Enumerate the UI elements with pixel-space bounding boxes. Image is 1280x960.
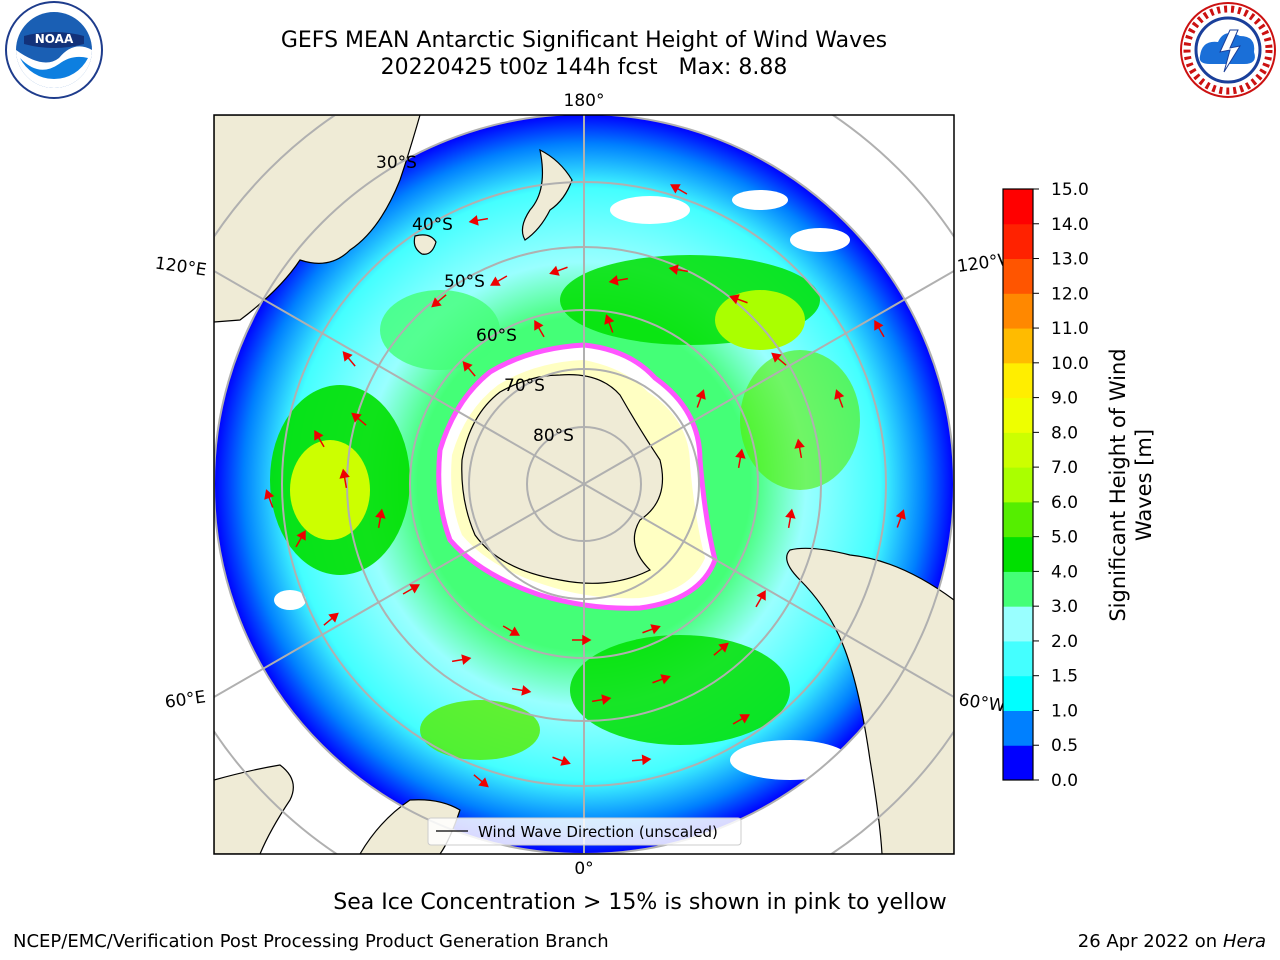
national-weather-service-logo [1178, 0, 1278, 104]
colorbar-swatch [1003, 328, 1033, 364]
chart-title: GEFS MEAN Antarctic Significant Height o… [184, 27, 984, 81]
colorbar-tick-label: 8.0 [1051, 423, 1078, 443]
colorbar-tick-label: 14.0 [1051, 215, 1089, 235]
colorbar-tick-label: 11.0 [1051, 319, 1089, 339]
colorbar-swatch [1003, 258, 1033, 294]
lat-label-60s: 60°S [476, 326, 517, 346]
colorbar-swatch [1003, 223, 1033, 260]
map-legend-label: Wind Wave Direction (unscaled) [478, 823, 718, 841]
lon-label-0: 0° [574, 859, 593, 879]
lon-label-120e: 120°E [154, 254, 208, 281]
noaa-logo: NOAA [4, 0, 104, 104]
lon-label-60e: 60°E [164, 687, 207, 712]
lat-label-70s: 70°S [504, 376, 545, 396]
colorbar-swatch [1003, 606, 1033, 642]
colorbar-tick-label: 9.0 [1051, 389, 1078, 409]
colorbar-tick-label: 13.0 [1051, 250, 1089, 270]
colorbar-swatch [1003, 362, 1033, 399]
colorbar-tick-label: 0.0 [1051, 771, 1078, 791]
colorbar-tick-label: 0.5 [1051, 736, 1078, 756]
colorbar-tick-label: 3.0 [1051, 597, 1078, 617]
colorbar-swatch [1003, 675, 1033, 711]
lat-label-30s: 30°S [376, 153, 417, 173]
graticule [214, 115, 954, 854]
colorbar-swatches [1003, 189, 1033, 781]
lon-label-180: 180° [564, 91, 605, 111]
lon-label-60w: 60°W [957, 690, 1006, 716]
colorbar-swatch [1003, 397, 1033, 433]
colorbar-tick-label: 7.0 [1051, 458, 1078, 478]
colorbar-tick-label: 6.0 [1051, 493, 1078, 513]
colorbar-frame [1002, 188, 1034, 781]
colorbar-label-line-1: Significant Height of Wind [1106, 348, 1130, 621]
lat-label-50s: 50°S [444, 272, 485, 292]
title-line-1: GEFS MEAN Antarctic Significant Height o… [280, 28, 888, 53]
colorbar-swatch [1003, 640, 1033, 677]
lat-label-40s: 40°S [412, 215, 453, 235]
colorbar-tick-label: 2.0 [1051, 632, 1078, 652]
antarctica [436, 342, 718, 611]
colorbar-swatch [1003, 467, 1033, 503]
colorbar-swatch [1003, 189, 1033, 225]
antarctica-landmass [461, 374, 664, 584]
colorbar-tick-label: 4.0 [1051, 562, 1078, 582]
colorbar-ticks: 0.0 0.5 1.0 1.5 2.0 3.0 4.0 5.0 6.0 7.0 8.0 9.0 10.0… [1033, 180, 1089, 791]
colorbar-swatch [1003, 571, 1033, 607]
colorbar-tick-label: 5.0 [1051, 528, 1078, 548]
sea-ice-caption: Sea Ice Concentration > 15% is shown in … [333, 890, 947, 915]
tasmania-landmass [413, 234, 437, 255]
africa-landmass [214, 764, 294, 854]
noaa-logo-text: NOAA [35, 32, 74, 46]
colorbar-swatch [1003, 293, 1033, 329]
title-line-2: 20220425 t00z 144h fcst Max: 8.88 [380, 55, 788, 80]
colorbar: 0.0 0.5 1.0 1.5 2.0 3.0 4.0 5.0 6.0 7.0 8.0 9.0 10.0… [1002, 180, 1156, 791]
map-legend: Wind Wave Direction (unscaled) [427, 817, 742, 846]
footer-machine: Hera [1222, 931, 1266, 952]
land-masses [214, 115, 954, 854]
colorbar-swatch [1003, 501, 1033, 538]
footer-date-text: 26 Apr 2022 on [1077, 931, 1223, 952]
colorbar-tick-label: 15.0 [1051, 180, 1089, 200]
latitude-labels: 30°S 40°S 50°S 60°S 70°S 80°S [376, 153, 574, 446]
colorbar-swatch [1003, 710, 1033, 746]
colorbar-swatch [1003, 432, 1033, 468]
new-zealand-landmass [521, 148, 573, 241]
colorbar-tick-label: 1.0 [1051, 701, 1078, 721]
colorbar-tick-label: 12.0 [1051, 284, 1089, 304]
colorbar-tick-label: 10.0 [1051, 354, 1089, 374]
colorbar-swatch [1003, 536, 1033, 572]
colorbar-label-line-2: Waves [m] [1132, 429, 1156, 541]
lat-label-80s: 80°S [533, 426, 574, 446]
colorbar-swatch [1003, 745, 1033, 781]
map-frame [213, 114, 955, 855]
south-america-landmass [786, 547, 954, 854]
colorbar-tick-label: 1.5 [1051, 667, 1078, 687]
footer-date: 26 Apr 2022 on Hera [1078, 931, 1266, 952]
map-area: 30°S 40°S 50°S 60°S 70°S 80°S Wind Wave … [214, 115, 954, 854]
wind-wave-arrows [264, 184, 906, 788]
footer-branch: NCEP/EMC/Verification Post Processing Pr… [13, 931, 609, 952]
